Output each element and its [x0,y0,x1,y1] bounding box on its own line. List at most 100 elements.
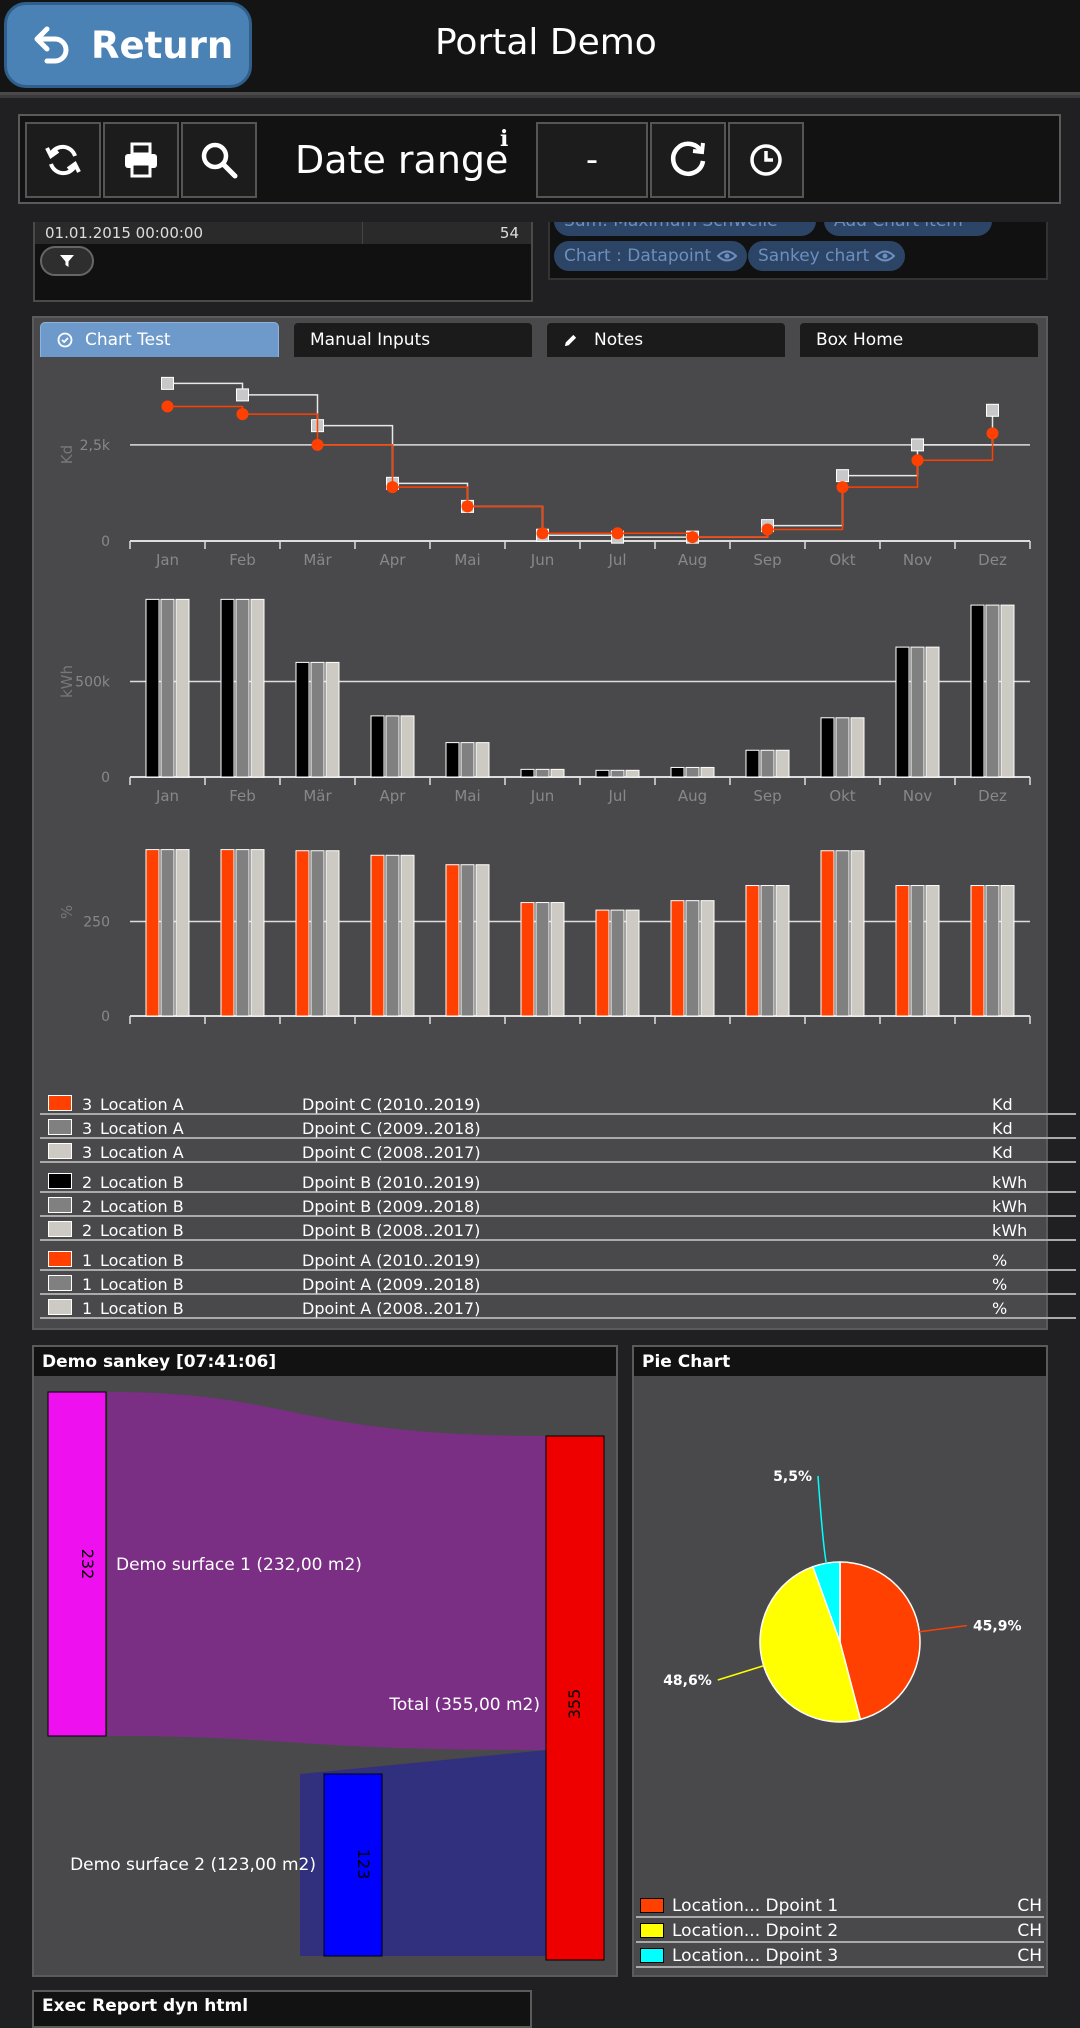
reload-icon [670,141,706,176]
chip-chart-datapoint[interactable]: Chart : Datapoint [554,241,748,271]
node-surface-2[interactable] [323,1773,383,1957]
legend-item[interactable]: 3 Location A Dpoint C (2008..2017) Kd [40,1141,1076,1163]
legend-item[interactable]: 3 Location A Dpoint C (2009..2018) Kd [40,1117,1076,1139]
node-surface-1[interactable] [47,1391,107,1737]
x-tick-label-0: Apr [380,551,407,569]
node-total[interactable] [545,1435,605,1961]
legend-item[interactable]: 1 Location B Dpoint A (2010..2019)% [40,1249,1076,1271]
bar-2-1 [385,854,400,1017]
tab-box-home[interactable]: Box Home [799,322,1039,357]
bar-2-1 [685,900,700,1017]
legend-item[interactable]: 2 Location B Dpoint B (2008..2017) kWh [40,1219,1076,1241]
refresh-button[interactable] [25,122,101,198]
legend-number: 1 [82,1251,93,1270]
pie-legend-code: CH [1017,1921,1042,1941]
pie-data-label: 5,5% [773,1469,812,1485]
bar-2-2 [550,902,565,1017]
bar-1-0 [445,742,460,778]
pie-legend-item[interactable]: Location... Dpoint 1 CH [636,1895,1044,1918]
tab-manual-inputs[interactable]: Manual Inputs [293,322,533,357]
x-tick-label-1: Okt [829,787,855,805]
reload-button[interactable] [650,122,726,198]
legend-number: 2 [82,1197,93,1216]
pie-leader-line [919,1624,968,1633]
info-icon[interactable]: i [500,126,509,152]
legend-swatch [48,1299,72,1315]
x-tick-label-0: Mai [454,551,480,569]
legend-unit: kWh [992,1221,1028,1240]
legend-number: 2 [82,1221,93,1240]
sankey-card: Demo sankey [07:41:06] 232 Demo surface … [32,1345,618,1977]
x-tick-label-1: Mär [303,787,332,805]
bar-2-1 [985,885,1000,1017]
legend-item[interactable]: 3 Location A Dpoint C (2010..2019) Kd [40,1093,1076,1115]
x-tick-label-0: Jun [530,551,554,569]
pie-legend-item[interactable]: Location... Dpoint 2 CH [636,1920,1044,1943]
legend-swatch [48,1173,72,1189]
bar-1-2 [325,661,340,778]
bar-2-2 [850,850,865,1017]
bar-1-2 [475,742,490,778]
filter-button[interactable] [40,246,94,276]
history-button[interactable] [728,122,804,198]
bar-2-1 [460,864,475,1017]
bar-1-1 [985,604,1000,778]
node-surface-2-value: 123 [354,1849,373,1880]
chip-sankey-chart[interactable]: Sankey chart [748,241,906,271]
node-surface-2-label: Demo surface 2 (123,00 m2) [70,1855,316,1875]
bar-1-2 [775,749,790,778]
x-tick-label-2: Jun [530,1026,554,1028]
bar-1-1 [160,598,175,778]
chip-partial[interactable]: Sum: Maximum Schwelle [554,222,816,236]
node-surface-1-value: 232 [78,1549,97,1580]
y-axis-label-0: Kd [58,445,76,464]
line-point [536,527,549,540]
bar-1-1 [835,717,850,778]
print-button[interactable] [103,122,179,198]
x-tick-label-2: Aug [678,1026,707,1028]
legend-datapoint: Dpoint A (2009..2018) [302,1275,481,1294]
pie-legend-swatch [640,1948,664,1963]
pie-card: Pie Chart 45,9% 48,6% 5,5% Location... Dpo… [632,1345,1048,1977]
tab-notes[interactable]: Notes [546,322,786,357]
date-range-field[interactable]: - [536,122,648,198]
bar-2-0 [295,850,310,1017]
x-tick-label-1: Apr [380,787,407,805]
x-tick-label-2: Mär [303,1026,332,1028]
pie-legend-swatch [640,1898,664,1913]
bar-2-1 [910,885,925,1017]
legend-unit: kWh [992,1197,1028,1216]
search-button[interactable] [181,122,257,198]
bar-1-0 [145,598,160,778]
bar-1-1 [460,742,475,778]
bar-1-1 [910,646,925,778]
pie-legend-item[interactable]: Location... Dpoint 3 CH [636,1945,1044,1968]
line-point [911,438,924,452]
bar-1-2 [550,768,565,778]
legend-unit: Kd [992,1119,1013,1138]
legend-item[interactable]: 2 Location B Dpoint B (2010..2019) kWh [40,1171,1076,1193]
return-button[interactable]: Return [4,2,252,88]
legend-unit: % [992,1299,1008,1318]
bar-1-1 [310,661,325,778]
bar-1-0 [220,598,235,778]
chip-partial-2[interactable]: Add Chart item [824,222,992,236]
legend-item[interactable]: 1 Location B Dpoint A (2009..2018)% [40,1273,1076,1295]
x-tick-label-2: Jul [607,1026,626,1028]
legend-item[interactable]: 1 Location B Dpoint A (2008..2017)% [40,1297,1076,1319]
bar-1-1 [385,715,400,778]
filter-icon [60,255,74,267]
bar-2-1 [310,850,325,1017]
x-tick-label-1: Jan [155,787,179,805]
legend-unit: Kd [992,1095,1013,1114]
bar-2-1 [160,849,175,1017]
eye-icon [717,250,738,262]
legend-datapoint: Dpoint C (2010..2019) [302,1095,481,1114]
bar-2-2 [925,885,940,1017]
legend-unit: Kd [992,1143,1013,1162]
legend-item[interactable]: 2 Location B Dpoint B (2009..2018) kWh [40,1195,1076,1217]
tab-chart-test[interactable]: Chart Test [40,322,279,357]
line-point [986,403,999,417]
legend-datapoint: Dpoint A (2010..2019) [302,1251,481,1270]
bar-2-2 [700,900,715,1017]
